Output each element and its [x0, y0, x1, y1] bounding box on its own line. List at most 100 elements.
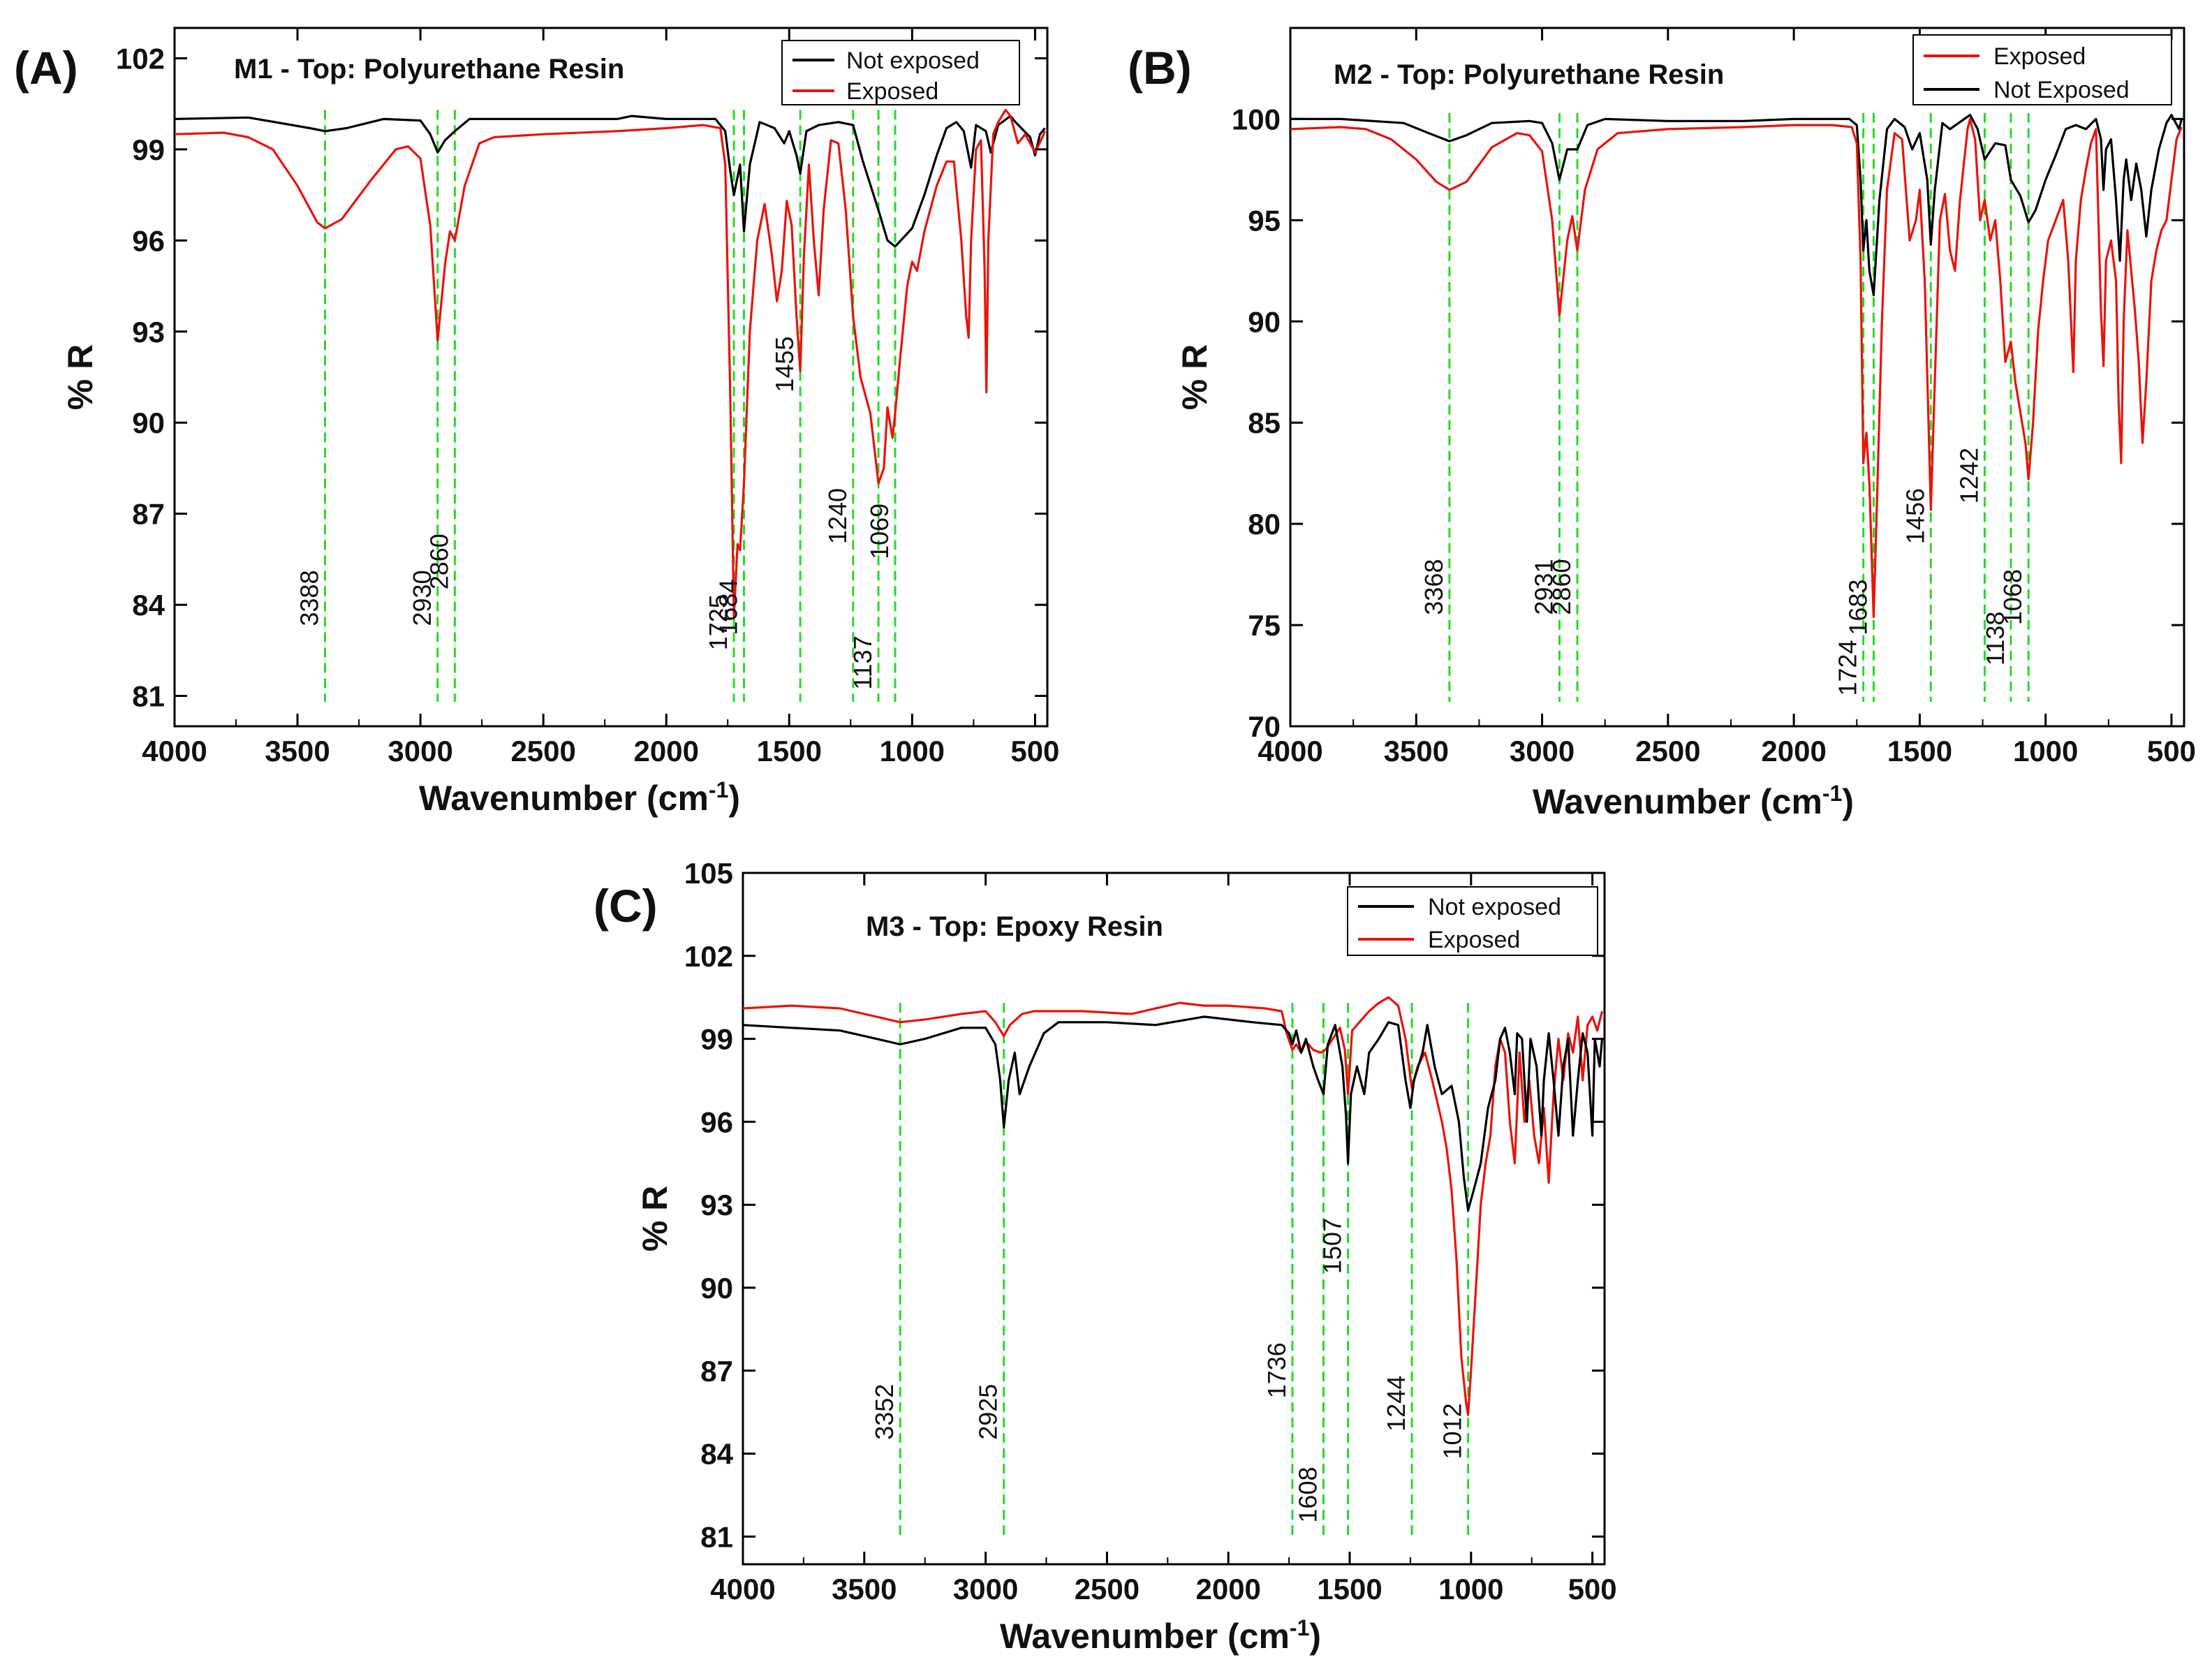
- panel-c-x-axis-title: Wavenumber (cm-1): [1000, 1615, 1321, 1656]
- panel-a-y-axis-title: % R: [61, 344, 100, 410]
- panel-a-peak-label-1069: 1069: [865, 503, 894, 559]
- panel-a-series: [174, 108, 1046, 619]
- panel-b-y-tick-label-100: 100: [1232, 103, 1281, 135]
- panel-a-peak-label-1240: 1240: [823, 488, 852, 544]
- panel-c-series-exposed: [742, 996, 1604, 1416]
- panel-b-x-tick-label-4000: 4000: [1258, 735, 1322, 767]
- panel-a-y-tick-label-96: 96: [132, 224, 165, 257]
- panel-c-x-tick-label-4000: 4000: [710, 1573, 775, 1605]
- panel-b-peak-label-1683: 1683: [1843, 580, 1872, 635]
- panel-c-y-tick-label-87: 87: [700, 1355, 733, 1388]
- panel-c-title: M3 - Top: Epoxy Resin: [866, 911, 1163, 942]
- panel-a-legend: Not exposed Exposed: [781, 40, 1020, 105]
- panel-a-y-tick-label-81: 81: [132, 680, 165, 713]
- panel-c-legend-label-1: Not exposed: [1428, 894, 1561, 920]
- panel-b-letter: (B): [1128, 42, 1192, 94]
- panel-a-series-exposed: [174, 108, 1046, 619]
- panel-a-y-tick-label-99: 99: [132, 133, 165, 166]
- panel-a-ticks: 4000 3500 3000 2500 2000 1500 1000 500 81 84 87 90 9…: [116, 28, 1059, 767]
- panel-b-peak-label-1068: 1068: [1998, 569, 2027, 625]
- panel-a-peak-label-1725: 1725: [704, 594, 732, 650]
- panel-c-guides: [899, 1003, 1470, 1541]
- panel-c-x-tick-label-1000: 1000: [1438, 1573, 1503, 1605]
- panel-c-y-tick-label-93: 93: [700, 1189, 733, 1221]
- panel-c-peak-label-1736: 1736: [1262, 1342, 1291, 1398]
- panel-a-peak-label-2860: 2860: [425, 534, 453, 589]
- panel-c-legend-label-2: Exposed: [1428, 927, 1520, 953]
- panel-b-title: M2 - Top: Polyurethane Resin: [1334, 59, 1724, 90]
- panel-b-peak-label-1456: 1456: [1901, 488, 1929, 544]
- panel-a-series-not-exposed: [174, 115, 1046, 248]
- panel-a-x-tick-label-4000: 4000: [142, 735, 207, 767]
- panel-b-series: [1290, 114, 2183, 619]
- panel-c-annotations: 3352 2925 1736 1608 1507 1244 1012: [870, 1218, 1466, 1522]
- panel-c-y-axis-title: % R: [635, 1186, 674, 1251]
- panel-c-x-tick-label-3000: 3000: [953, 1573, 1018, 1605]
- panel-b-x-tick-label-2500: 2500: [1635, 735, 1700, 767]
- panel-a-x-tick-label-1500: 1500: [757, 735, 822, 767]
- panel-b-y-tick-label-70: 70: [1248, 710, 1281, 743]
- panel-b-guides: [1448, 112, 2030, 702]
- panel-b-y-tick-label-90: 90: [1248, 305, 1281, 338]
- panel-b-legend-box: [1912, 34, 2172, 105]
- panel-c-peak-label-1244: 1244: [1382, 1376, 1410, 1432]
- panel-b-peak-label-2931: 2931: [1529, 559, 1558, 615]
- panel-b-y-tick-label-75: 75: [1248, 609, 1281, 642]
- panel-a-x-tick-label-3500: 3500: [265, 735, 330, 767]
- panel-b-x-tick-label-500: 500: [2147, 735, 2196, 767]
- panel-c-peak-label-2925: 2925: [974, 1384, 1003, 1440]
- panel-c-peak-label-1507: 1507: [1318, 1218, 1347, 1274]
- panel-c-ticks: 4000 3500 3000 2500 2000 1500 1000 500 81 84 87 90 9…: [684, 857, 1617, 1605]
- panel-b-peak-label-2860: 2860: [1547, 559, 1576, 615]
- panel-c-x-tick-label-2500: 2500: [1075, 1573, 1140, 1605]
- panel-c-x-tick-label-2000: 2000: [1195, 1573, 1260, 1605]
- panel-c-y-tick-label-102: 102: [684, 940, 733, 973]
- panel-c-plot-frame: [742, 872, 1606, 1566]
- panel-a-plot-frame: [173, 27, 1049, 728]
- panel-b-y-tick-label-80: 80: [1248, 508, 1281, 541]
- panel-a: (A) M1 - Top: Polyurethane Resin 4000 350…: [14, 27, 1059, 818]
- panel-b-x-tick-label-2000: 2000: [1761, 735, 1826, 767]
- panel-c: (C) M3 - Top: Epoxy Resin 4000 3500 3000 25…: [593, 857, 1617, 1656]
- panel-b-legend-label-2: Not Exposed: [1993, 77, 2130, 103]
- panel-a-y-tick-label-93: 93: [132, 316, 165, 348]
- panel-a-legend-label-2: Exposed: [846, 78, 938, 105]
- panel-b-x-tick-label-3000: 3000: [1510, 735, 1575, 767]
- panel-a-x-tick-label-2000: 2000: [634, 735, 699, 767]
- panel-a-peak-label-1455: 1455: [770, 337, 799, 392]
- panel-a-peak-label-3388: 3388: [295, 570, 324, 626]
- panel-b-series-not-exposed: [1290, 114, 2183, 297]
- panel-b-y-tick-label-95: 95: [1248, 204, 1281, 237]
- panel-c-x-tick-label-1500: 1500: [1317, 1573, 1382, 1605]
- panel-c-legend-box: [1347, 886, 1598, 956]
- panel-b-plot-frame: [1289, 27, 2185, 728]
- panel-c-y-tick-label-90: 90: [700, 1272, 733, 1304]
- panel-b-y-tick-label-85: 85: [1248, 406, 1281, 439]
- panel-a-x-tick-label-2500: 2500: [510, 735, 575, 767]
- panel-a-y-tick-label-84: 84: [132, 589, 165, 622]
- panel-a-y-tick-label-102: 102: [116, 42, 165, 75]
- panel-a-legend-label-1: Not exposed: [846, 47, 980, 74]
- panel-c-legend: Not exposed Exposed: [1347, 886, 1598, 956]
- panel-b-peak-label-3368: 3368: [1420, 559, 1448, 615]
- panel-a-peak-label-1137: 1137: [848, 635, 877, 689]
- panel-c-peak-label-3352: 3352: [870, 1384, 899, 1440]
- panel-c-peak-label-1608: 1608: [1294, 1467, 1322, 1523]
- panel-b-legend-label-1: Exposed: [1993, 43, 2086, 70]
- panel-c-peak-label-1012: 1012: [1438, 1403, 1467, 1459]
- panel-a-legend-box: [781, 40, 1020, 105]
- panel-a-y-tick-label-87: 87: [132, 498, 165, 531]
- panel-b-ticks: 4000 3500 3000 2500 2000 1500 1000 500 70 75 80 85 9…: [1232, 28, 2196, 767]
- panel-a-x-tick-label-3000: 3000: [388, 735, 452, 767]
- panel-a-x-axis-title: Wavenumber (cm-1): [419, 777, 740, 818]
- panel-c-series-not-exposed: [742, 1015, 1604, 1212]
- panel-b-peak-label-1724: 1724: [1834, 640, 1862, 696]
- panel-b-x-tick-label-3500: 3500: [1384, 735, 1449, 767]
- panel-b-peak-label-1242: 1242: [1954, 448, 1983, 503]
- panel-a-letter: (A): [14, 42, 78, 94]
- panel-b-x-axis-title: Wavenumber (cm-1): [1533, 781, 1854, 821]
- panel-b-x-tick-label-1000: 1000: [2013, 735, 2078, 767]
